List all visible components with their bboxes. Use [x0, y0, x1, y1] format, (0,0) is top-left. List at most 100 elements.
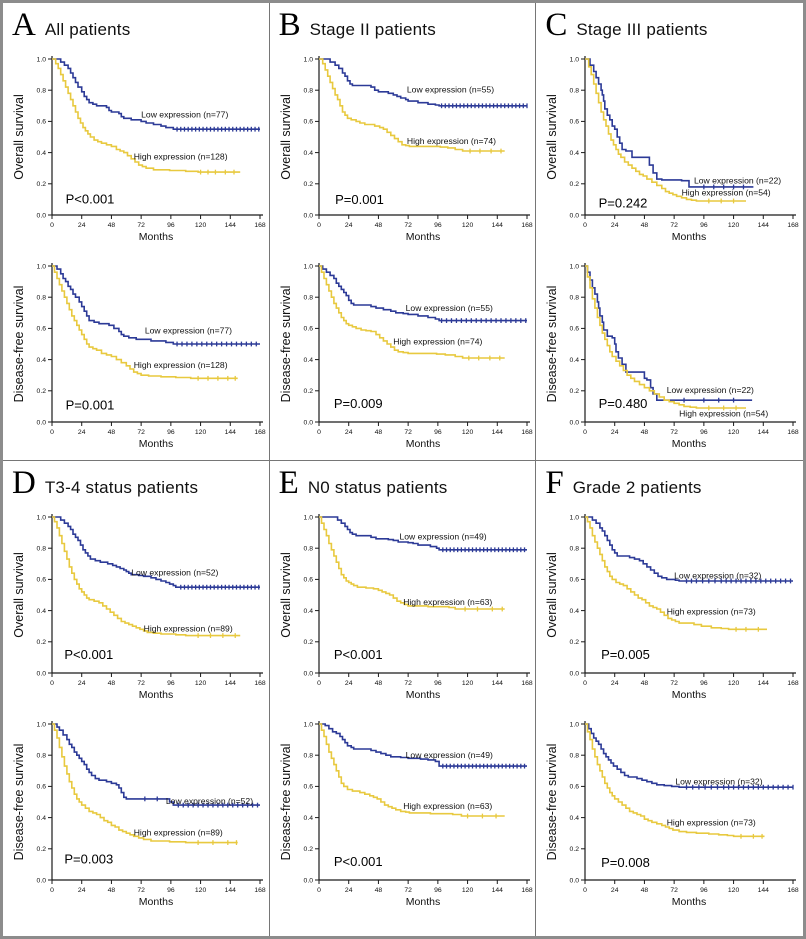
- y-tick-label: 0.0: [570, 877, 580, 884]
- high-expression-label: High expression (n=63): [403, 597, 492, 607]
- x-tick-label: 168: [521, 429, 533, 436]
- y-tick-label: 0.4: [303, 150, 313, 157]
- x-tick-label: 48: [641, 680, 649, 687]
- y-tick-label: 0.2: [37, 388, 47, 395]
- panel-D-header: D T3-4 status patients: [8, 463, 269, 507]
- y-tick-label: 1.0: [303, 721, 313, 728]
- x-tick-label: 120: [728, 222, 740, 229]
- p-value-label: P=0.001: [66, 398, 115, 413]
- x-axis-label: Months: [672, 231, 706, 243]
- y-axis-label: Overall survival: [12, 94, 26, 179]
- x-tick-label: 144: [758, 680, 770, 687]
- x-tick-label: 72: [671, 887, 679, 894]
- x-tick-label: 168: [788, 680, 800, 687]
- x-tick-label: 48: [374, 222, 382, 229]
- x-tick-label: 96: [167, 222, 175, 229]
- x-tick-label: 144: [491, 887, 503, 894]
- high-expression-label: High expression (n=54): [682, 187, 771, 197]
- p-value-label: P=0.005: [601, 647, 650, 662]
- x-tick-label: 0: [583, 222, 587, 229]
- x-axis-label: Months: [139, 231, 173, 243]
- y-tick-label: 0.4: [37, 815, 47, 822]
- y-tick-label: 0.8: [303, 753, 313, 760]
- y-tick-label: 0.6: [37, 326, 47, 333]
- km-curve-high-expression: [585, 58, 747, 202]
- y-tick-label: 0.0: [303, 419, 313, 426]
- x-tick-label: 24: [345, 680, 353, 687]
- x-tick-label: 24: [78, 680, 86, 687]
- x-tick-label: 24: [345, 222, 353, 229]
- y-tick-label: 0.4: [37, 608, 47, 615]
- x-tick-label: 24: [345, 887, 353, 894]
- x-axis-label: Months: [405, 231, 439, 243]
- y-tick-label: 0.2: [303, 388, 313, 395]
- y-tick-label: 0.8: [37, 546, 47, 553]
- y-tick-label: 0.6: [37, 784, 47, 791]
- km-curve-low-expression: [585, 58, 754, 188]
- x-tick-label: 48: [108, 680, 116, 687]
- y-axis-label: Overall survival: [12, 552, 26, 637]
- low-expression-label: Low expression (n=52): [131, 567, 218, 577]
- km-curve-low-expression: [585, 723, 794, 788]
- km-plot-B-overall-survival: Overall survival 0.0 0.2 0.4 0.6 0.8 1.0 0 24 48 7…: [279, 49, 536, 256]
- x-tick-label: 72: [671, 429, 679, 436]
- high-expression-label: High expression (n=73): [667, 817, 756, 827]
- x-tick-label: 72: [137, 429, 145, 436]
- x-tick-label: 120: [728, 429, 740, 436]
- y-tick-label: 0.6: [303, 326, 313, 333]
- x-tick-label: 48: [641, 887, 649, 894]
- x-tick-label: 72: [671, 680, 679, 687]
- y-tick-label: 0.0: [37, 419, 47, 426]
- x-tick-label: 120: [195, 887, 207, 894]
- km-curve-high-expression: [52, 723, 238, 844]
- y-tick-label: 0.4: [303, 608, 313, 615]
- x-tick-label: 96: [700, 429, 708, 436]
- panel-B: B Stage II patients Overall survival 0.0 0.2…: [269, 3, 537, 461]
- x-tick-label: 0: [317, 429, 321, 436]
- x-tick-label: 0: [583, 429, 587, 436]
- x-tick-label: 168: [788, 429, 800, 436]
- y-tick-label: 0.8: [37, 295, 47, 302]
- x-tick-label: 120: [728, 887, 740, 894]
- km-chart-F-disease-free-survival: Disease-free survival 0.0 0.2 0.4 0.6 0.8 1.0 0…: [545, 721, 799, 908]
- x-tick-label: 168: [254, 680, 266, 687]
- x-tick-label: 168: [254, 887, 266, 894]
- p-value-label: P=0.001: [335, 192, 384, 207]
- p-value-label: P=0.480: [599, 396, 648, 411]
- y-tick-label: 0.0: [303, 877, 313, 884]
- low-expression-label: Low expression (n=22): [694, 176, 781, 186]
- p-value-label: P<0.001: [334, 854, 383, 869]
- panel-title: T3-4 status patients: [44, 478, 199, 497]
- x-tick-label: 0: [50, 222, 54, 229]
- y-tick-label: 0.6: [570, 577, 580, 584]
- p-value-label: P<0.001: [66, 191, 115, 206]
- x-axis-label: Months: [405, 689, 439, 701]
- x-tick-label: 48: [641, 222, 649, 229]
- low-expression-label: Low expression (n=49): [399, 532, 486, 542]
- y-tick-label: 0.8: [37, 88, 47, 95]
- x-tick-label: 72: [137, 680, 145, 687]
- p-value-label: P=0.242: [599, 195, 648, 210]
- x-tick-label: 24: [611, 887, 619, 894]
- y-tick-label: 0.6: [303, 784, 313, 791]
- y-tick-label: 1.0: [570, 721, 580, 728]
- high-expression-label: High expression (n=74): [393, 337, 482, 347]
- y-tick-label: 1.0: [303, 56, 313, 63]
- panel-F: F Grade 2 patients Overall survival 0.0 0.2 0…: [536, 461, 803, 936]
- x-tick-label: 0: [50, 680, 54, 687]
- y-axis-label: Disease-free survival: [545, 286, 559, 403]
- y-tick-label: 0.6: [37, 119, 47, 126]
- panel-E-header: E N0 status patients: [275, 463, 536, 507]
- km-plot-F-overall-survival: Overall survival 0.0 0.2 0.4 0.6 0.8 1.0 0 24 48 7…: [545, 507, 803, 714]
- km-curve-high-expression: [585, 265, 747, 409]
- km-curve-high-expression: [318, 723, 505, 817]
- y-tick-label: 0.2: [303, 181, 313, 188]
- km-curve-high-expression: [318, 265, 505, 359]
- y-tick-label: 0.2: [303, 846, 313, 853]
- km-chart-C-overall-survival: Overall survival 0.0 0.2 0.4 0.6 0.8 1.0 0 24 48 7…: [545, 56, 799, 243]
- km-plot-E-disease-free-survival: Disease-free survival 0.0 0.2 0.4 0.6 0.8 1.0 0…: [279, 714, 536, 921]
- x-tick-label: 0: [583, 680, 587, 687]
- km-curve-low-expression: [318, 516, 527, 551]
- x-tick-label: 120: [462, 887, 474, 894]
- x-tick-label: 24: [611, 222, 619, 229]
